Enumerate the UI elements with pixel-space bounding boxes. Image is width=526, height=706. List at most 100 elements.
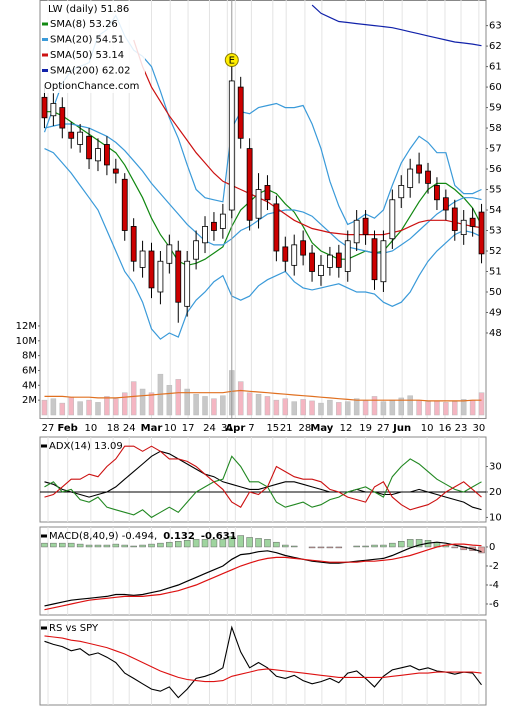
x-tick-label: 28 (299, 423, 312, 434)
y-tick-label: 54 (489, 205, 502, 216)
histogram-bar (335, 546, 343, 549)
candle-body (291, 244, 298, 266)
histogram-bar (112, 543, 120, 548)
indicator-line (44, 541, 482, 607)
y-tick-label: 62 (489, 41, 502, 52)
x-tick-label: 7 (248, 423, 254, 434)
volume-bar (469, 399, 476, 416)
y-tick-label: -4 (489, 580, 499, 591)
candle-body (309, 252, 315, 272)
plot-area (41, 370, 485, 416)
histogram-bar (237, 535, 244, 548)
candle-body (362, 217, 369, 236)
volume-bar (184, 388, 190, 416)
histogram-bar (308, 546, 316, 549)
histogram-bar (67, 542, 75, 548)
candle-body (104, 144, 110, 166)
histogram-bar (41, 542, 48, 548)
volume-bar (113, 398, 119, 416)
histogram-bar (282, 544, 289, 548)
histogram-bar (380, 544, 387, 548)
x-tick-label: 31 (221, 423, 234, 434)
x-tick-label: 15 (266, 423, 279, 434)
volume-bar (416, 399, 422, 416)
event-label: E (229, 56, 235, 67)
volume-bar (389, 399, 396, 416)
x-tick-label: 12 (340, 423, 353, 434)
y-tick-label: 51 (489, 266, 502, 277)
y-tick-label: 53 (489, 226, 502, 237)
legend-label: SMA(8) 53.26 (50, 19, 118, 30)
legend-box (41, 1, 145, 93)
y-tick-label: 6M (22, 365, 37, 376)
candle-body (121, 178, 128, 231)
candle-body (416, 164, 423, 174)
legend-label: ADX(14) 13.09 (49, 441, 123, 452)
volume-bar (478, 392, 485, 416)
histogram-bar (210, 539, 218, 548)
y-tick-label: 8M (22, 351, 37, 362)
y-tick-label: 63 (489, 21, 502, 32)
y-tick-label: 2M (22, 395, 37, 406)
volume-average (44, 389, 482, 402)
volume-bar (291, 401, 297, 416)
candle-body (460, 219, 467, 236)
volume-bar (175, 379, 182, 416)
y-tick-label: 57 (489, 144, 502, 155)
candle-body (246, 148, 253, 221)
y-tick-label: 0 (489, 542, 495, 553)
candle-body (318, 264, 324, 276)
macd-frame (39, 526, 487, 616)
histogram-bar (59, 542, 66, 548)
candle-body (398, 185, 405, 199)
x-tick-label: 18 (107, 423, 120, 434)
y-tick-label: 61 (489, 62, 502, 73)
sma-line (44, 123, 482, 254)
chart-title: LW (daily) 51.86 (48, 4, 129, 15)
y-tick-label: 4M (22, 380, 37, 391)
histogram-bar (148, 543, 155, 548)
legend-label: SMA(200) 62.02 (50, 66, 131, 77)
candle-body (219, 213, 226, 229)
x-tick-label: 16 (439, 423, 452, 434)
volume-bar (95, 402, 101, 416)
histogram-bar (264, 539, 271, 548)
bollinger-band (44, 148, 482, 340)
volume-bar (104, 396, 110, 416)
y-tick-label: 48 (489, 328, 502, 339)
histogram-bar (317, 546, 325, 549)
candle-body (68, 131, 75, 139)
x-tick-label: 10 (164, 423, 177, 434)
indicator-line (44, 543, 482, 611)
candle-body (193, 240, 200, 260)
histogram-bar (451, 546, 459, 549)
histogram-bar (130, 545, 137, 548)
sma-line (44, 111, 483, 266)
volume-bar (460, 399, 467, 416)
candle-body (95, 148, 101, 162)
candle-body (166, 244, 173, 264)
indicator-line (44, 445, 482, 511)
indicator-line (44, 455, 482, 519)
y-tick-label: 50 (489, 287, 502, 298)
x-tick-label: 30 (472, 423, 485, 434)
volume-bar (353, 398, 360, 416)
volume-bar (68, 396, 74, 416)
rs-frame (39, 619, 487, 706)
candle-body (175, 250, 182, 303)
volume-bar (166, 385, 173, 416)
y-tick-label: 56 (489, 164, 502, 175)
candle-body (469, 217, 476, 227)
indicator-line (44, 635, 482, 683)
histogram-bar (103, 544, 111, 548)
candle-body (300, 240, 307, 256)
candle-body (478, 211, 485, 255)
volume-bar (86, 399, 92, 416)
candle-body (148, 250, 155, 289)
y-tick-label: 55 (489, 185, 502, 196)
volume-bar (121, 392, 128, 416)
candle-body (202, 226, 208, 244)
candle-body (184, 260, 191, 307)
volume-bar (264, 396, 271, 416)
x-tick-label: Apr (225, 423, 245, 434)
